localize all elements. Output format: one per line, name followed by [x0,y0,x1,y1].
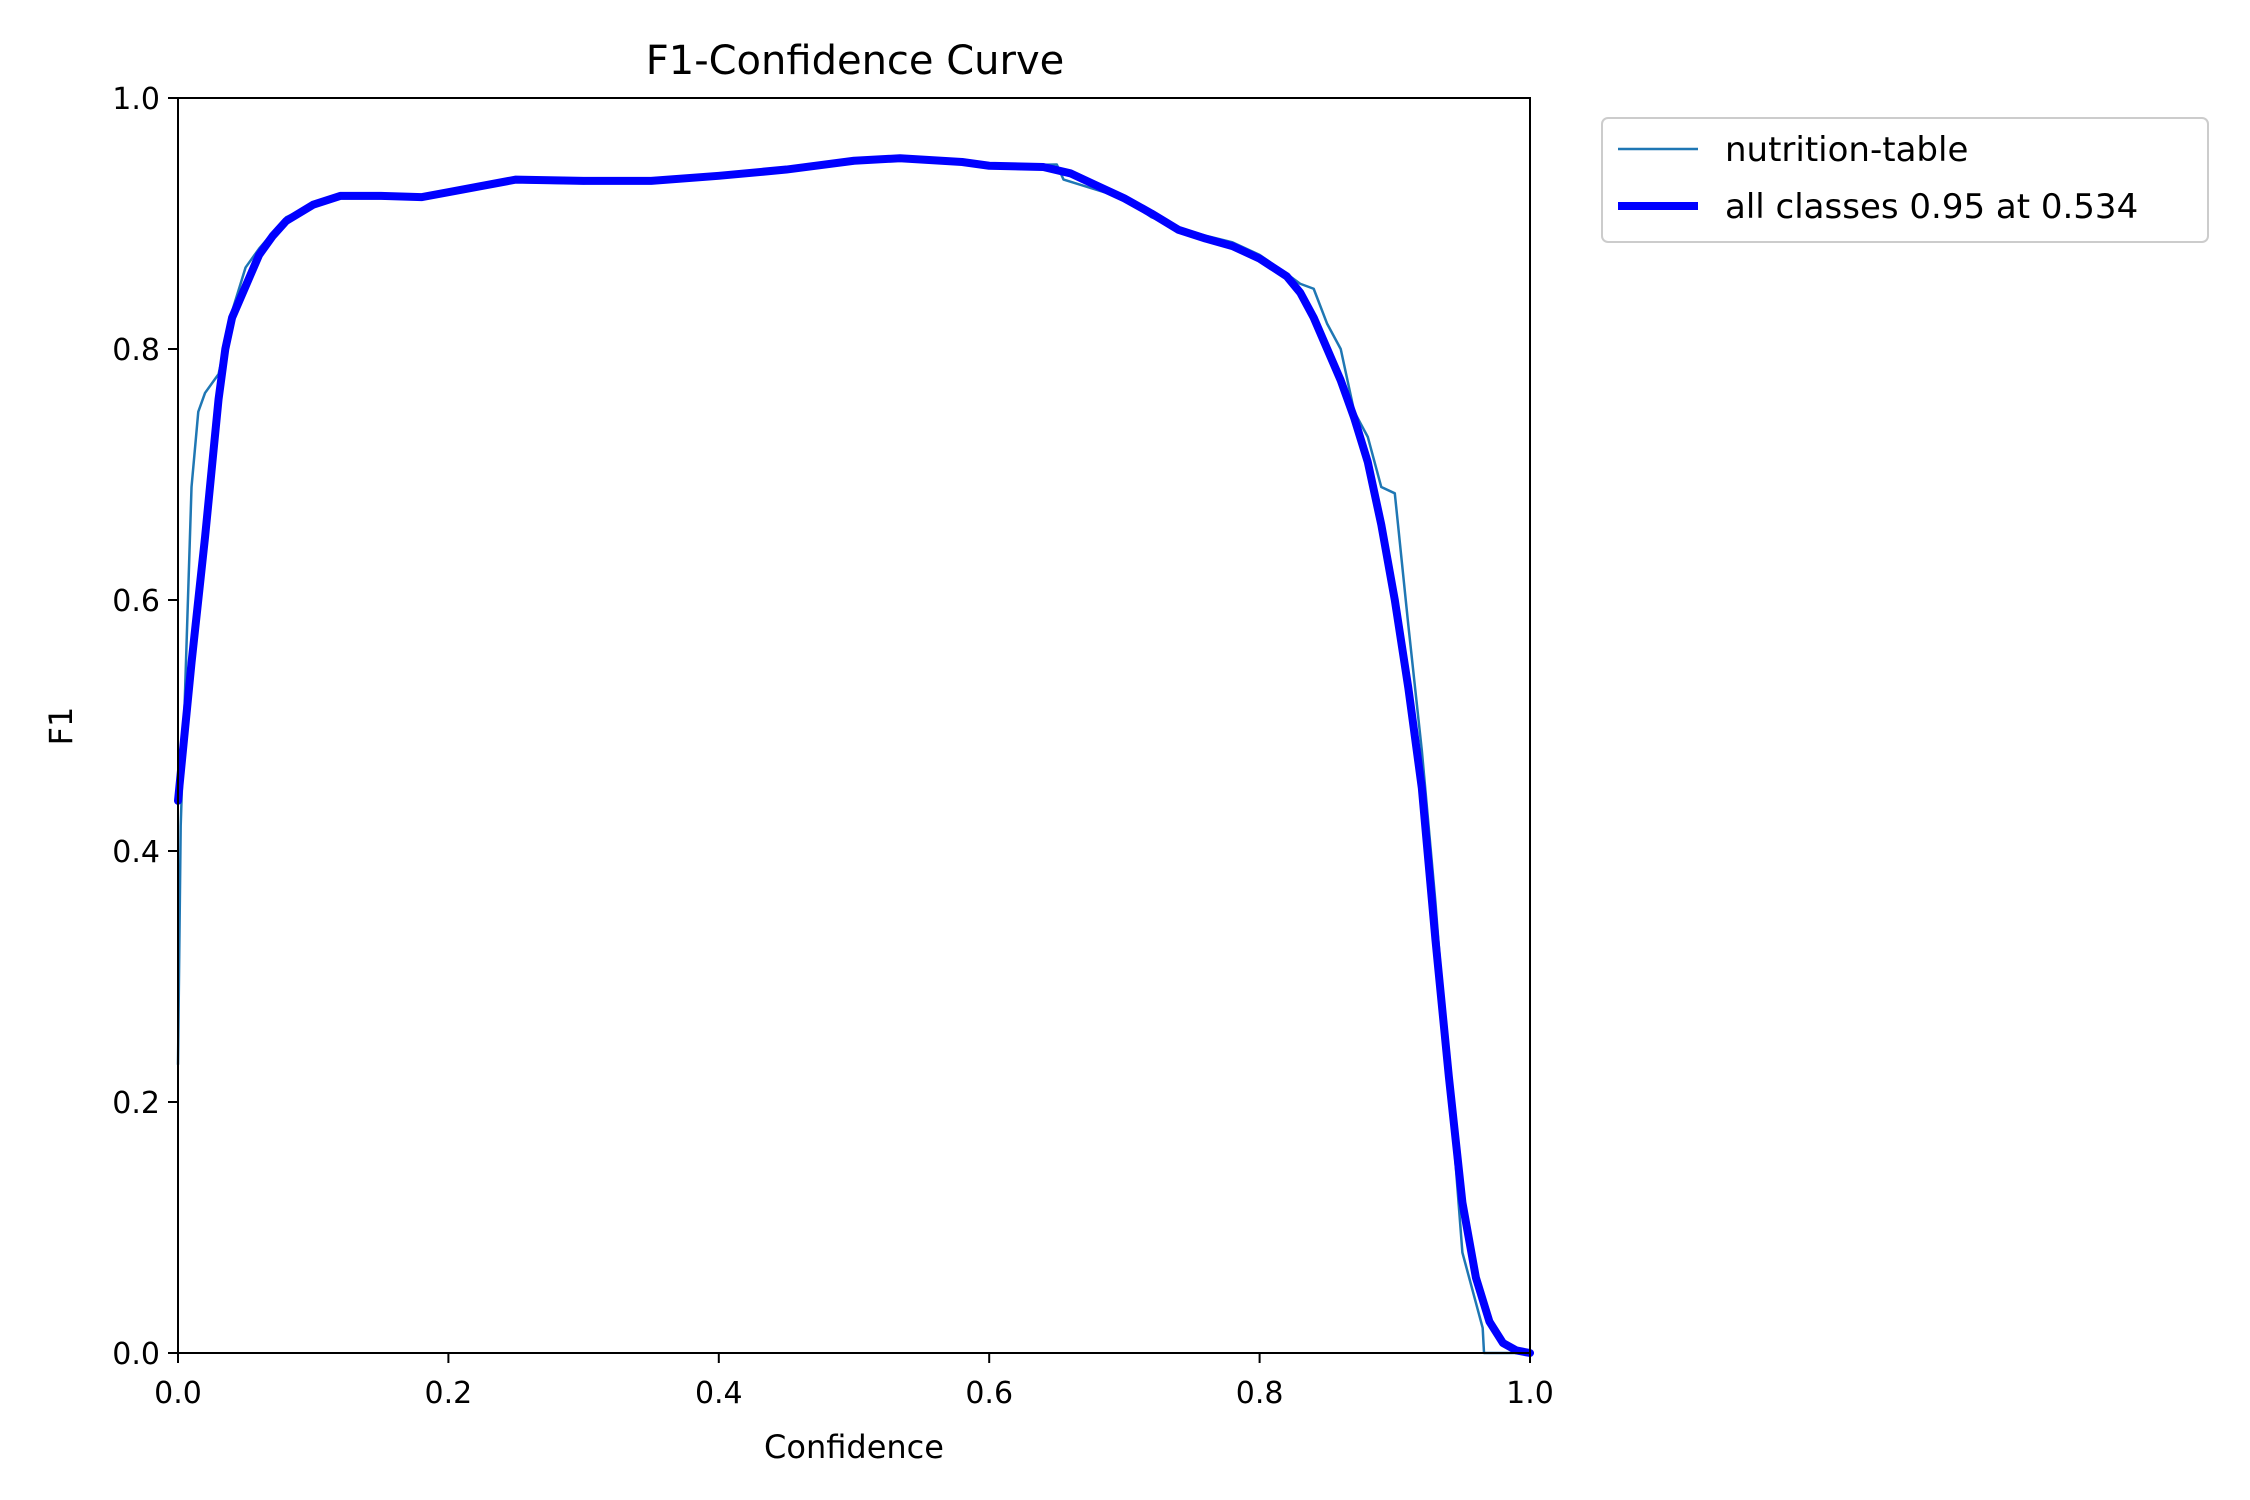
y-tick-label: 1.0 [112,82,160,117]
x-tick-label: 0.6 [965,1376,1013,1411]
plot-area [174,97,1534,1357]
x-tick-label: 0.8 [1236,1376,1284,1411]
legend-label-nutrition-table: nutrition-table [1725,130,1968,170]
series-line-all-classes [174,154,1534,1357]
x-tick-label: 0.0 [154,1376,202,1411]
y-tick-label: 0.2 [112,1086,160,1121]
plot-background [178,98,1530,1353]
legend: nutrition-table all classes 0.95 at 0.53… [1601,117,2209,243]
y-tick-label: 0.4 [112,835,160,870]
y-tick-label: 0.6 [112,584,160,619]
y-axis-label: F1 [42,707,80,746]
y-tick-label: 0.0 [112,1337,160,1372]
series-line-nutrition-table [176,156,1532,1355]
chart-title: F1-Confidence Curve [646,38,1065,84]
y-axis: 0.0 0.2 0.4 0.6 0.8 1.0 [112,82,178,1372]
series-layer [174,154,1534,1357]
x-axis-label: Confidence [764,1428,944,1466]
x-axis: 0.0 0.2 0.4 0.6 0.8 1.0 [154,1353,1554,1411]
legend-label-all-classes: all classes 0.95 at 0.534 [1725,187,2138,227]
y-tick-label: 0.8 [112,333,160,368]
x-tick-label: 0.2 [425,1376,473,1411]
x-tick-label: 1.0 [1506,1376,1554,1411]
legend-box [1601,117,2209,243]
plot-frame [177,97,1531,1354]
x-tick-label: 0.4 [695,1376,743,1411]
